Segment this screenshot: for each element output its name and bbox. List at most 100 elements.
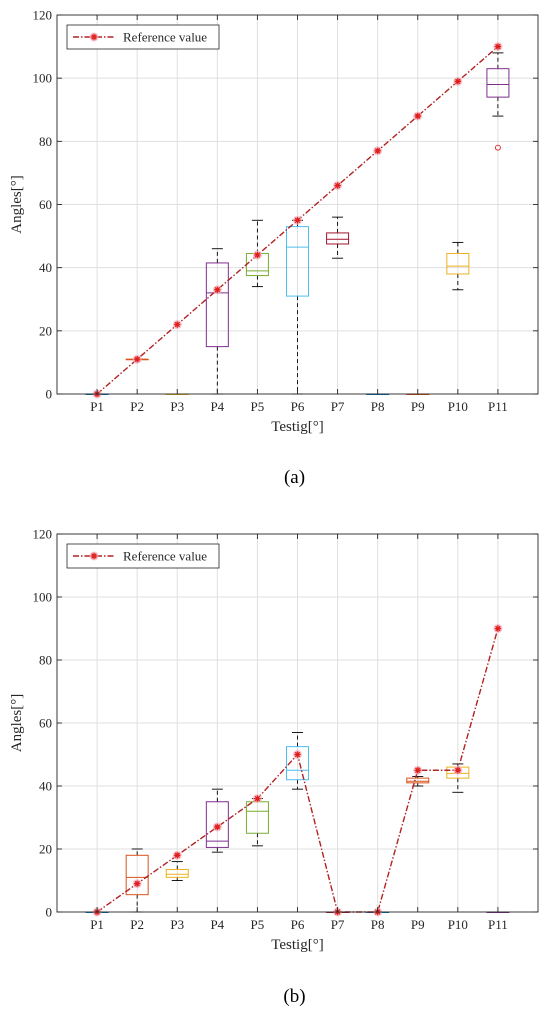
box-iqr xyxy=(406,777,430,784)
x-tick-label: P8 xyxy=(371,399,385,414)
x-tick-label: P9 xyxy=(411,917,425,932)
reference-marker-star xyxy=(294,751,301,758)
reference-marker-star xyxy=(494,625,502,632)
reference-marker-star xyxy=(334,182,341,189)
reference-marker xyxy=(132,879,142,889)
legend-marker-star xyxy=(90,33,98,41)
box-iqr xyxy=(286,746,309,781)
legend: Reference value xyxy=(66,24,220,50)
reference-marker-star xyxy=(174,321,181,328)
x-tick-label: P7 xyxy=(331,917,345,932)
reference-marker-star xyxy=(254,251,261,259)
box-iqr xyxy=(205,262,229,348)
outlier-point xyxy=(494,144,501,151)
x-tick-label: P6 xyxy=(291,917,305,932)
reference-marker xyxy=(413,111,423,121)
y-tick-label: 120 xyxy=(33,527,53,542)
x-tick-label: P2 xyxy=(130,917,144,932)
box-P3 xyxy=(165,861,189,881)
reference-marker xyxy=(132,354,142,364)
y-tick-label: 100 xyxy=(33,590,53,605)
box-P4 xyxy=(205,248,229,395)
x-tick-label: P10 xyxy=(448,399,468,414)
x-tick-label: P4 xyxy=(210,399,224,414)
box-P9 xyxy=(406,776,430,787)
box-P6 xyxy=(286,732,309,790)
reference-marker xyxy=(212,285,222,295)
x-tick-label: P1 xyxy=(90,917,104,932)
reference-marker-star xyxy=(414,767,421,774)
y-tick-label: 0 xyxy=(46,387,53,402)
y-tick-label: 40 xyxy=(39,260,52,275)
x-tick-label: P6 xyxy=(291,399,305,414)
reference-marker xyxy=(333,181,343,191)
reference-marker-star xyxy=(294,217,301,224)
box-iqr xyxy=(286,226,309,297)
y-tick-label: 20 xyxy=(39,323,52,338)
reference-marker-star xyxy=(454,78,462,85)
y-tick-label: 60 xyxy=(39,716,52,731)
x-tick-label: P11 xyxy=(488,917,508,932)
reference-marker-star xyxy=(254,795,261,802)
panel-label: (b) xyxy=(283,986,305,1007)
x-tick-label: P5 xyxy=(251,917,265,932)
chart-panel-1: 0 20 40 60 80 100 120 P1 P2 P3 P4 P5 P6 P7 P8 P9 P10 P11 T… xyxy=(9,8,539,488)
reference-marker xyxy=(413,765,423,775)
reference-marker-star xyxy=(133,880,141,887)
y-tick-label: 120 xyxy=(33,8,53,23)
legend-marker-star xyxy=(90,552,98,560)
reference-marker-star xyxy=(454,767,462,774)
box-P10 xyxy=(446,241,470,291)
reference-marker xyxy=(252,250,262,260)
x-tick-label: P3 xyxy=(170,917,184,932)
y-tick-label: 20 xyxy=(39,842,52,857)
reference-marker-star xyxy=(214,286,221,293)
x-tick-label: P3 xyxy=(170,399,184,414)
reference-marker-star xyxy=(174,852,181,859)
legend: Reference value xyxy=(66,543,220,569)
box-iqr xyxy=(486,68,510,98)
reference-marker xyxy=(172,320,182,330)
box-iqr xyxy=(205,801,229,848)
reference-marker-star xyxy=(214,823,221,831)
x-axis-label: Testig[°] xyxy=(271,937,323,953)
y-tick-label: 80 xyxy=(39,134,52,149)
x-tick-label: P1 xyxy=(90,399,104,414)
reference-marker xyxy=(172,850,182,860)
x-tick-label: P2 xyxy=(130,399,144,414)
reference-marker xyxy=(212,822,222,832)
panel-label: (a) xyxy=(284,467,305,488)
reference-marker xyxy=(493,42,503,52)
chart-panel-2: 0 20 40 60 80 100 120 P1 P2 P3 P4 P5 P6 P7 P8 P9 P10 P11 T… xyxy=(9,527,539,1007)
y-tick-label: 0 xyxy=(46,905,53,920)
reference-marker xyxy=(453,765,463,775)
y-tick-label: 100 xyxy=(33,71,53,86)
y-axis-label: Angles[°] xyxy=(9,694,25,752)
x-tick-label: P9 xyxy=(411,399,425,414)
reference-marker xyxy=(373,146,383,156)
box-P2 xyxy=(125,848,149,913)
x-tick-label: P10 xyxy=(448,917,468,932)
x-axis-label: Testig[°] xyxy=(271,419,323,435)
reference-marker xyxy=(293,750,302,759)
reference-marker-star xyxy=(494,43,502,50)
y-axis-label: Angles[°] xyxy=(9,175,25,233)
x-tick-label: P7 xyxy=(331,399,345,414)
legend-label: Reference value xyxy=(123,30,207,45)
reference-marker xyxy=(252,794,262,804)
reference-marker-star xyxy=(133,356,141,363)
reference-marker xyxy=(493,624,503,633)
box-iqr xyxy=(446,252,470,275)
reference-marker xyxy=(293,215,302,225)
y-tick-label: 60 xyxy=(39,197,52,212)
y-tick-label: 80 xyxy=(39,653,52,668)
reference-marker-star xyxy=(414,112,421,120)
box-iqr xyxy=(326,232,350,245)
box-P4 xyxy=(205,788,229,853)
legend-label: Reference value xyxy=(123,549,207,564)
box-P7 xyxy=(326,216,350,259)
x-tick-label: P4 xyxy=(210,917,224,932)
reference-marker xyxy=(453,76,463,86)
x-tick-label: P11 xyxy=(488,399,508,414)
